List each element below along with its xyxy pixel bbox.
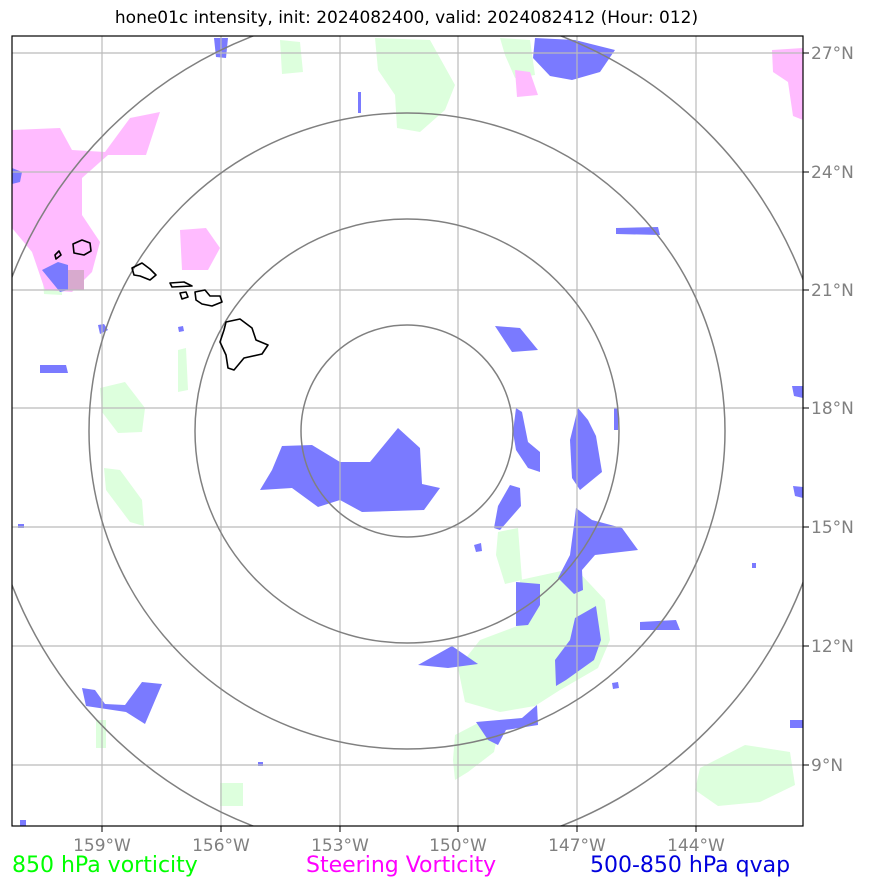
distance-rings [12, 36, 803, 826]
island-hawaii [219, 318, 269, 371]
island-lanai [179, 291, 189, 300]
lon-label: 159°W [73, 836, 131, 856]
latitude-labels: 27°N 24°N 21°N 18°N 15°N 12°N 9°N [811, 44, 854, 776]
island-niihau [54, 250, 62, 260]
blue-qvap-areas [12, 38, 803, 826]
island-coastlines [54, 239, 269, 371]
island-molokai [169, 281, 193, 288]
island-oahu [131, 262, 157, 281]
ring-1 [300, 324, 514, 538]
legend-magenta-label: Steering Vorticity [306, 853, 497, 878]
lon-label: 147°W [548, 836, 606, 856]
overlap-tint [66, 270, 84, 290]
island-kauai [72, 239, 92, 256]
lat-label: 21°N [811, 281, 854, 301]
lon-label: 156°W [192, 836, 250, 856]
lon-label: 150°W [429, 836, 487, 856]
lon-label: 144°W [667, 836, 725, 856]
lat-label: 18°N [811, 399, 854, 419]
lat-label: 15°N [811, 518, 854, 538]
green-vorticity-areas [42, 38, 795, 806]
longitude-labels: 159°W 156°W 153°W 150°W 147°W 144°W [73, 836, 725, 856]
ring-3 [88, 112, 726, 750]
map-title: hone01c intensity, init: 2024082400, val… [114, 8, 699, 28]
magenta-vorticity-areas [12, 48, 803, 292]
longitude-grid [101, 36, 697, 826]
legend-blue-label: 500-850 hPa qvap [590, 853, 791, 878]
lon-label: 153°W [311, 836, 369, 856]
lat-label: 27°N [811, 44, 854, 64]
axis-ticks [101, 52, 809, 832]
legend-green-label: 850 hPa vorticity [12, 853, 198, 878]
lat-label: 9°N [811, 756, 843, 776]
ring-2 [194, 218, 620, 644]
island-maui [194, 289, 223, 307]
map-frame [11, 35, 804, 827]
lat-label: 12°N [811, 637, 854, 657]
lat-label: 24°N [811, 163, 854, 183]
latitude-grid [12, 52, 803, 766]
